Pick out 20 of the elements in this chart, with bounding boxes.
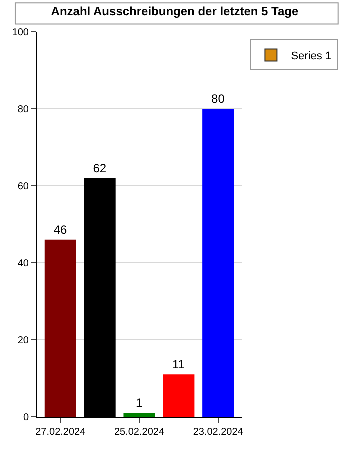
bar: [44, 240, 76, 417]
data-label: 46: [54, 222, 68, 237]
x-tick-label: 25.02.2024: [114, 427, 165, 438]
bar: [163, 374, 195, 417]
bar: [124, 413, 156, 417]
y-tick-label: 40: [18, 258, 30, 270]
text: Series 1: [291, 50, 332, 62]
y-tick-label: 80: [18, 104, 30, 116]
data-label: 62: [93, 161, 107, 176]
data-label: 1: [136, 396, 143, 410]
y-tick-label: 100: [12, 28, 30, 38]
bar: [202, 109, 234, 417]
chart-title: Anzahl Ausschreibungen der letzten 5 Tage: [51, 4, 300, 18]
data-label: 80: [212, 92, 226, 106]
x-tick-label: 27.02.2024: [36, 427, 86, 438]
data-label: 11: [172, 358, 186, 372]
y-tick-label: 0: [23, 412, 30, 424]
x-tick-label: 23.02.2024: [193, 427, 244, 438]
y-tick-label: 60: [18, 182, 30, 192]
y-tick-label: 20: [18, 336, 30, 346]
